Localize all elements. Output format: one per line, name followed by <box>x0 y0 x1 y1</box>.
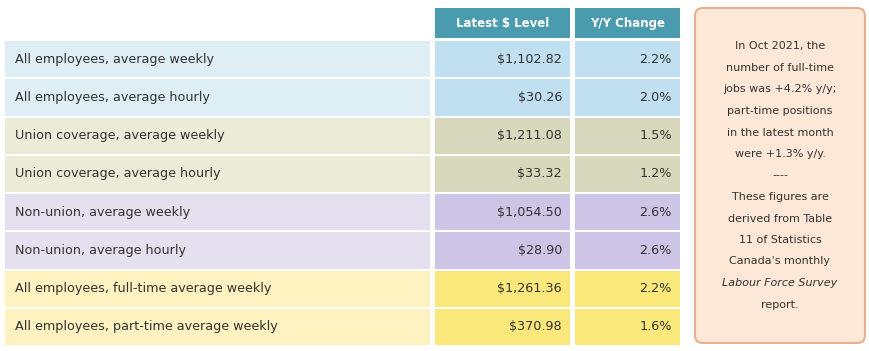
Bar <box>574 79 680 115</box>
Bar <box>434 232 569 269</box>
Bar <box>574 8 680 38</box>
Bar <box>574 271 680 307</box>
Bar <box>5 232 429 269</box>
Bar <box>434 156 569 192</box>
Bar <box>574 232 680 269</box>
Text: Latest $ Level: Latest $ Level <box>455 16 548 29</box>
Text: $370.98: $370.98 <box>508 320 561 333</box>
Text: $1,054.50: $1,054.50 <box>496 206 561 219</box>
Text: $1,211.08: $1,211.08 <box>496 129 561 142</box>
Bar <box>574 156 680 192</box>
Bar <box>434 41 569 77</box>
Bar <box>434 8 569 38</box>
Text: Canada's monthly: Canada's monthly <box>729 257 830 266</box>
Bar <box>5 118 429 154</box>
Text: number of full-time: number of full-time <box>725 63 833 73</box>
Bar <box>434 79 569 115</box>
Text: $33.32: $33.32 <box>517 167 561 180</box>
Text: These figures are: These figures are <box>731 192 827 202</box>
Text: 1.6%: 1.6% <box>639 320 671 333</box>
Bar <box>574 194 680 230</box>
Text: All employees, part-time average weekly: All employees, part-time average weekly <box>15 320 277 333</box>
Bar <box>434 118 569 154</box>
Text: 2.2%: 2.2% <box>639 53 671 66</box>
Bar <box>574 309 680 345</box>
Bar <box>434 309 569 345</box>
Text: 2.6%: 2.6% <box>639 244 671 257</box>
Bar <box>5 41 429 77</box>
Text: In Oct 2021, the: In Oct 2021, the <box>734 41 824 52</box>
Text: report.: report. <box>760 299 798 310</box>
Text: 11 of Statistics: 11 of Statistics <box>738 235 820 245</box>
Text: Non-union, average hourly: Non-union, average hourly <box>15 244 186 257</box>
Bar <box>434 194 569 230</box>
Bar <box>5 271 429 307</box>
Bar <box>5 156 429 192</box>
Text: Union coverage, average hourly: Union coverage, average hourly <box>15 167 220 180</box>
Text: Union coverage, average weekly: Union coverage, average weekly <box>15 129 224 142</box>
Bar <box>574 118 680 154</box>
Text: 2.0%: 2.0% <box>639 91 671 104</box>
Text: All employees, average hourly: All employees, average hourly <box>15 91 209 104</box>
Bar <box>5 79 429 115</box>
Text: ----: ---- <box>771 171 787 180</box>
Text: $28.90: $28.90 <box>517 244 561 257</box>
Text: 2.6%: 2.6% <box>639 206 671 219</box>
Text: All employees, full-time average weekly: All employees, full-time average weekly <box>15 282 271 295</box>
Text: part-time positions: part-time positions <box>726 106 832 116</box>
Text: $1,102.82: $1,102.82 <box>497 53 561 66</box>
Text: $1,261.36: $1,261.36 <box>497 282 561 295</box>
Bar <box>5 194 429 230</box>
Bar <box>574 41 680 77</box>
Text: Non-union, average weekly: Non-union, average weekly <box>15 206 190 219</box>
Text: 2.2%: 2.2% <box>639 282 671 295</box>
Text: Y/Y Change: Y/Y Change <box>589 16 664 29</box>
Bar <box>5 309 429 345</box>
Text: 1.2%: 1.2% <box>639 167 671 180</box>
Text: derived from Table: derived from Table <box>727 213 831 224</box>
Bar <box>434 271 569 307</box>
Text: Labour Force Survey: Labour Force Survey <box>721 278 837 288</box>
Text: were +1.3% y/y.: were +1.3% y/y. <box>733 149 825 159</box>
Text: All employees, average weekly: All employees, average weekly <box>15 53 214 66</box>
FancyBboxPatch shape <box>694 8 864 343</box>
Text: in the latest month: in the latest month <box>726 127 833 138</box>
Text: 1.5%: 1.5% <box>639 129 671 142</box>
Text: $30.26: $30.26 <box>517 91 561 104</box>
Text: jobs was +4.2% y/y;: jobs was +4.2% y/y; <box>722 85 836 94</box>
